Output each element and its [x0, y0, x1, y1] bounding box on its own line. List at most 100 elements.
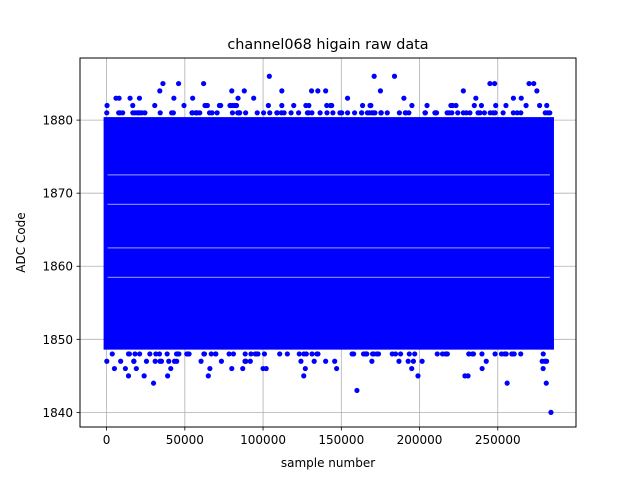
data-point: [330, 110, 336, 116]
outlier-point: [111, 365, 118, 372]
data-point: [116, 110, 122, 116]
data-point: [139, 110, 145, 116]
x-axis-label: sample number: [281, 456, 375, 470]
data-point: [175, 351, 181, 357]
data-point: [279, 102, 285, 109]
x-tick-label: 100000: [240, 433, 286, 447]
data-point: [396, 358, 402, 364]
data-point: [104, 110, 110, 116]
outlier-point: [534, 88, 540, 94]
data-point: [332, 358, 338, 364]
data-point: [323, 358, 329, 364]
outlier-point: [116, 95, 122, 101]
outlier-point: [207, 365, 213, 372]
outlier-point: [150, 380, 157, 386]
dense-data-band: [103, 117, 554, 350]
outlier-point: [540, 365, 546, 372]
data-point: [170, 110, 176, 116]
data-point: [301, 351, 307, 357]
outlier-point: [168, 365, 174, 372]
outlier-point: [323, 88, 329, 94]
outlier-point: [308, 88, 315, 94]
data-point: [409, 102, 415, 109]
outlier-point: [133, 365, 139, 372]
data-point: [212, 351, 219, 357]
data-point: [265, 102, 271, 109]
data-point: [397, 351, 404, 357]
outlier-point: [240, 365, 246, 372]
data-point: [126, 351, 133, 357]
data-point: [218, 102, 224, 109]
data-point: [384, 110, 390, 116]
data-point: [291, 102, 297, 109]
data-point: [274, 110, 280, 116]
outlier-point: [465, 373, 471, 379]
data-point: [296, 351, 302, 357]
data-point: [284, 351, 290, 357]
outlier-point: [251, 95, 257, 101]
outlier-point: [487, 80, 493, 87]
data-point: [185, 351, 191, 357]
data-point: [518, 110, 524, 116]
data-point: [214, 110, 220, 116]
data-point: [218, 358, 225, 364]
data-point: [396, 110, 402, 116]
outlier-point: [473, 95, 479, 101]
data-point: [232, 102, 238, 109]
data-point: [434, 351, 440, 357]
data-point: [419, 358, 425, 364]
outlier-point: [548, 409, 554, 415]
outlier-point: [315, 88, 321, 94]
data-point: [230, 351, 237, 357]
y-tick-label: 1880: [42, 114, 73, 128]
outlier-point: [201, 80, 207, 87]
data-point: [267, 110, 273, 116]
data-point: [143, 358, 150, 364]
data-point: [545, 110, 551, 116]
data-point: [492, 351, 498, 357]
data-point: [131, 358, 137, 364]
data-point: [481, 110, 487, 116]
data-point: [369, 351, 376, 357]
outlier-point: [122, 365, 128, 372]
outlier-point: [157, 88, 163, 94]
outlier-point: [391, 73, 398, 79]
data-point: [477, 110, 483, 116]
data-point: [317, 110, 323, 116]
outlier-point: [510, 95, 517, 101]
outlier-point: [127, 95, 133, 101]
outlier-point: [229, 365, 235, 372]
data-point: [118, 358, 124, 364]
data-point: [362, 351, 368, 357]
outlier-point: [205, 373, 211, 379]
data-point: [405, 358, 411, 364]
outlier-point: [125, 373, 132, 379]
data-point: [500, 110, 506, 116]
data-point: [392, 351, 399, 357]
data-point: [324, 110, 330, 116]
data-point: [181, 102, 187, 109]
x-tick-label: 50000: [166, 433, 204, 447]
data-point: [296, 110, 302, 116]
data-point: [306, 102, 312, 109]
data-point: [248, 351, 254, 357]
data-point: [134, 110, 140, 116]
data-point: [471, 102, 477, 109]
data-point: [518, 351, 524, 357]
data-point: [277, 351, 283, 357]
outlier-point: [401, 95, 407, 101]
data-point: [152, 102, 158, 109]
data-point: [204, 102, 210, 109]
data-point: [104, 358, 110, 364]
data-point: [351, 351, 357, 357]
data-point: [509, 351, 515, 357]
data-point: [351, 110, 358, 116]
data-point: [311, 358, 317, 364]
data-point: [410, 358, 417, 364]
outlier-point: [518, 95, 524, 101]
outlier-point: [165, 373, 171, 379]
data-point: [374, 351, 380, 357]
data-point: [344, 110, 351, 116]
y-tick-label: 1870: [42, 187, 73, 201]
